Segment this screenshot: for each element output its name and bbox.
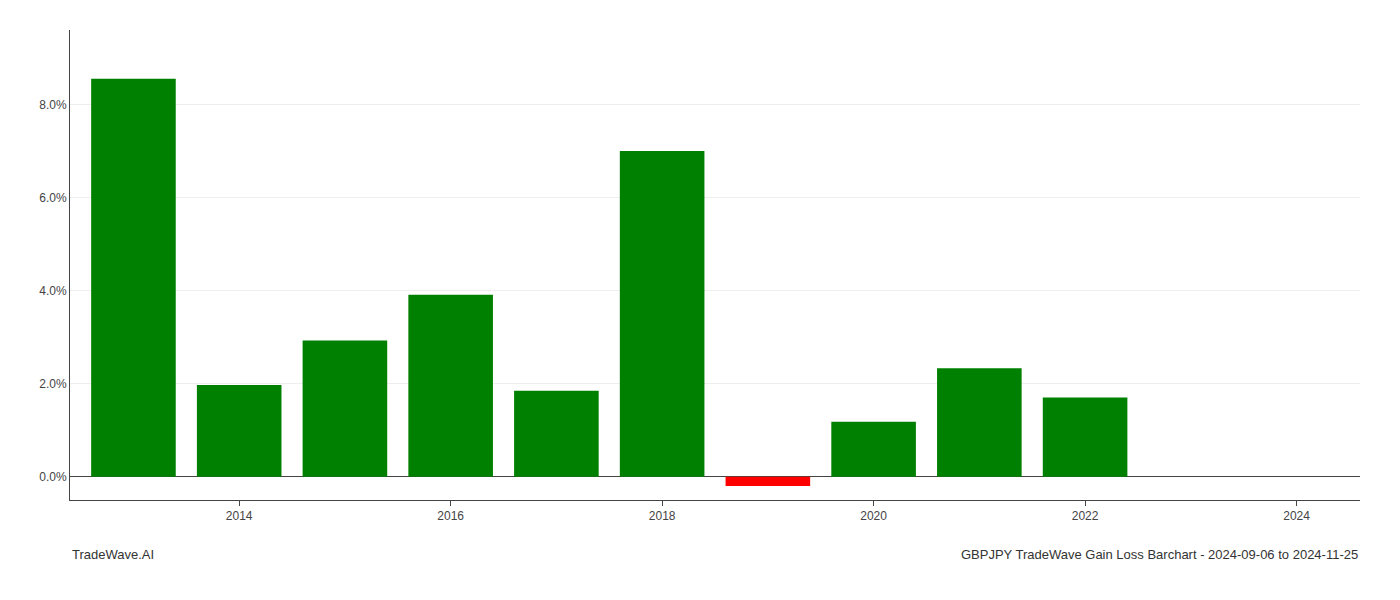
svg-text:2.0%: 2.0% [39,377,67,391]
svg-text:2018: 2018 [649,509,676,523]
svg-text:2024: 2024 [1283,509,1310,523]
svg-text:2020: 2020 [860,509,887,523]
svg-text:2014: 2014 [226,509,253,523]
svg-text:0.0%: 0.0% [39,470,67,484]
svg-text:2022: 2022 [1072,509,1099,523]
svg-text:8.0%: 8.0% [39,98,67,112]
svg-text:6.0%: 6.0% [39,191,67,205]
svg-text:TradeWave.AI: TradeWave.AI [72,547,154,562]
svg-text:GBPJPY TradeWave Gain Loss Bar: GBPJPY TradeWave Gain Loss Barchart - 20… [961,547,1358,562]
svg-text:2016: 2016 [437,509,464,523]
svg-text:4.0%: 4.0% [39,284,67,298]
